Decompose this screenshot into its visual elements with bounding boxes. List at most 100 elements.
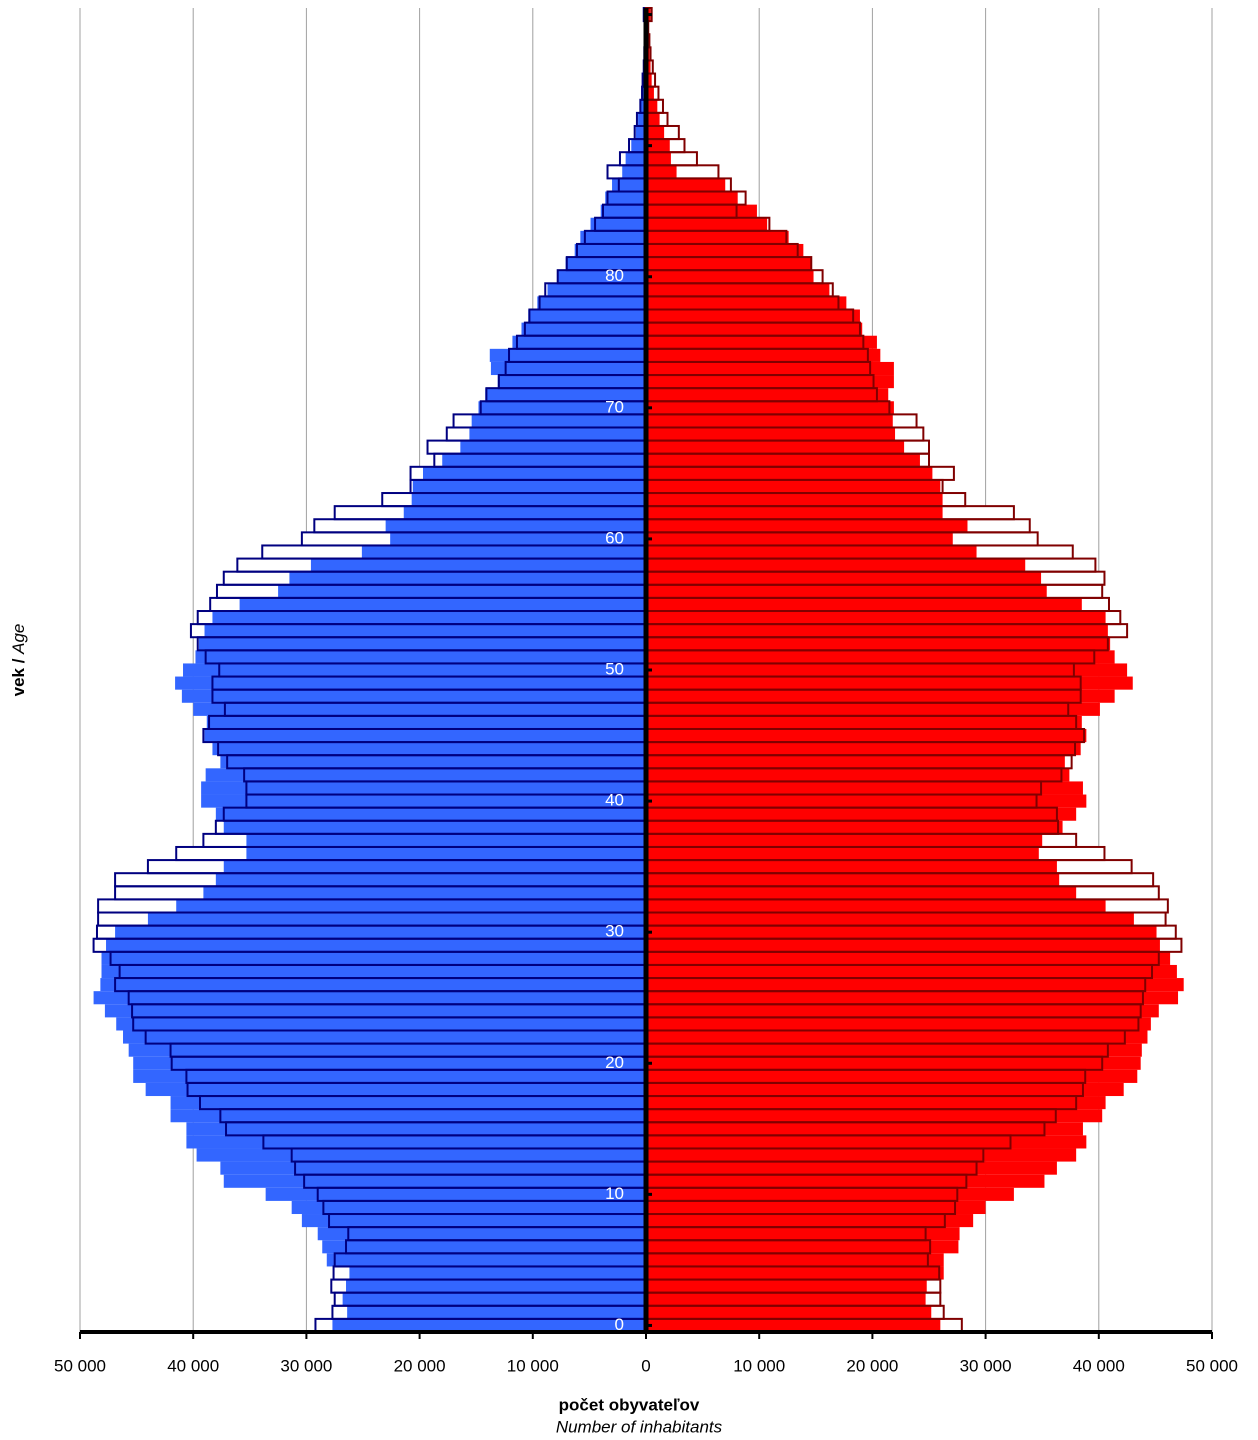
- bar: [469, 427, 646, 441]
- x-tick-label: 30 000: [280, 1356, 332, 1375]
- bar: [220, 1161, 647, 1175]
- bar: [215, 807, 646, 821]
- bar: [403, 506, 646, 520]
- bar: [646, 139, 670, 153]
- bar: [646, 912, 1134, 926]
- bar: [646, 860, 1057, 874]
- bar: [521, 322, 646, 336]
- bar: [460, 440, 646, 454]
- bar: [646, 335, 877, 349]
- y-axis-label: vek / Age: [9, 624, 28, 697]
- y-tick-label: 60: [605, 528, 624, 547]
- bar: [201, 794, 646, 808]
- bar: [565, 257, 646, 271]
- bar: [204, 728, 646, 743]
- bar: [646, 768, 1070, 782]
- bar: [646, 375, 894, 389]
- bar: [646, 1096, 1106, 1110]
- x-tick-label: 10 000: [733, 1356, 785, 1375]
- bar: [646, 1174, 1045, 1188]
- bar: [317, 1227, 646, 1241]
- bar: [646, 846, 1039, 861]
- bar: [203, 886, 646, 900]
- bar: [646, 794, 1087, 808]
- bar: [385, 519, 646, 533]
- bar: [646, 886, 1077, 900]
- bar: [646, 663, 1128, 677]
- bar: [646, 755, 1065, 769]
- bar: [223, 860, 646, 874]
- bar: [646, 873, 1060, 887]
- bar: [574, 243, 646, 258]
- bar: [196, 1148, 646, 1162]
- bar: [646, 728, 1087, 743]
- y-axis-label-main: vek /: [9, 658, 28, 696]
- bar: [622, 165, 646, 179]
- bar: [411, 493, 646, 507]
- bar: [646, 1056, 1141, 1070]
- bar: [212, 611, 646, 625]
- bar: [646, 296, 847, 310]
- bar: [646, 86, 654, 100]
- bar: [201, 781, 646, 795]
- x-axis-label: počet obyvateľov: [559, 1395, 700, 1414]
- bar: [497, 375, 646, 389]
- bar: [646, 1253, 944, 1267]
- bar: [289, 571, 646, 585]
- bar: [101, 964, 647, 979]
- bar: [646, 322, 863, 336]
- bar: [646, 637, 1111, 651]
- bar: [326, 1253, 646, 1267]
- bar: [145, 1082, 646, 1097]
- bar: [646, 152, 671, 166]
- bar: [186, 1135, 646, 1149]
- bar: [246, 833, 647, 847]
- bar: [646, 309, 860, 323]
- bar: [322, 1240, 646, 1254]
- bar: [600, 204, 646, 218]
- bar: [646, 73, 652, 87]
- bar: [646, 1004, 1159, 1018]
- bar: [412, 479, 646, 494]
- bar: [646, 257, 812, 271]
- bar: [646, 1135, 1087, 1149]
- bar: [537, 296, 646, 310]
- bar: [646, 1292, 926, 1306]
- bar: [223, 1174, 646, 1188]
- bar: [278, 584, 646, 598]
- bar: [646, 1161, 1057, 1175]
- bar: [646, 1122, 1083, 1136]
- bar: [646, 925, 1157, 939]
- y-tick-label: 90: [605, 135, 624, 154]
- bar: [646, 650, 1115, 664]
- bar: [612, 178, 646, 192]
- x-tick-label: 40 000: [167, 1356, 219, 1375]
- x-tick-label: 40 000: [1073, 1356, 1125, 1375]
- bar: [147, 912, 647, 926]
- bar: [101, 951, 647, 965]
- bar: [342, 1292, 646, 1306]
- bar: [646, 807, 1077, 821]
- bar: [646, 466, 933, 480]
- bar: [557, 270, 646, 284]
- bar: [133, 1056, 647, 1070]
- bar: [646, 1305, 932, 1319]
- bar: [291, 1200, 646, 1215]
- bar: [646, 964, 1177, 979]
- bar: [646, 951, 1171, 965]
- bar: [646, 1109, 1103, 1123]
- bar: [310, 558, 646, 572]
- bar: [646, 689, 1115, 703]
- bar: [631, 139, 646, 153]
- bar: [646, 715, 1082, 729]
- bar: [646, 938, 1160, 952]
- bar: [646, 479, 941, 494]
- bar: [422, 466, 646, 480]
- y-tick-label: 100: [596, 4, 624, 23]
- bar: [485, 388, 646, 402]
- bar: [646, 833, 1043, 847]
- bar: [220, 755, 647, 769]
- bar: [646, 361, 894, 376]
- bar: [646, 230, 789, 244]
- bar: [605, 191, 646, 205]
